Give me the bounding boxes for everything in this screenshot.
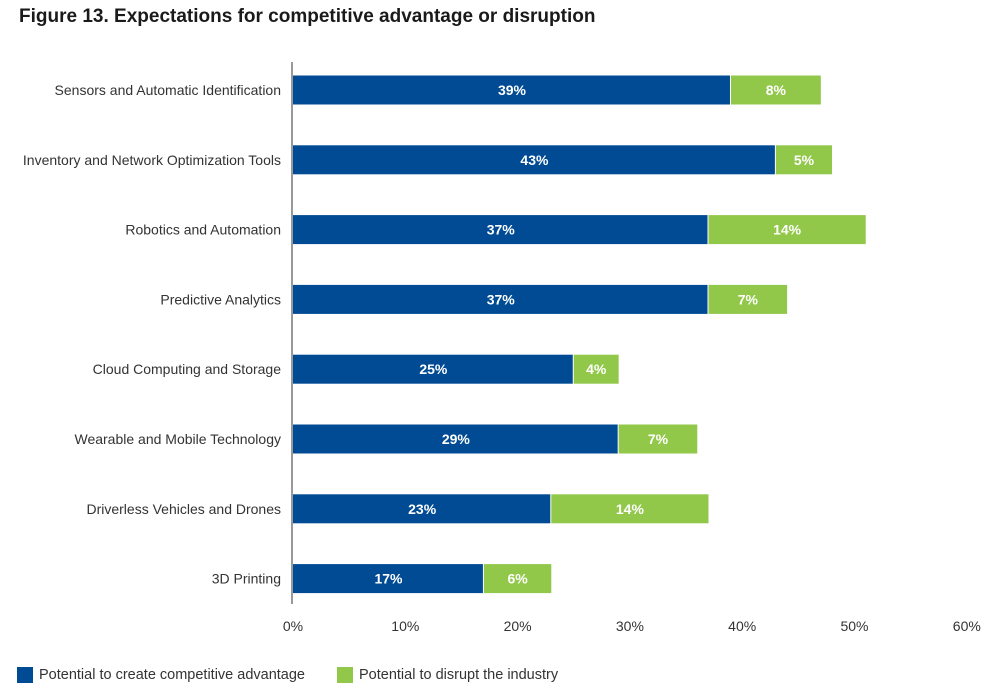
bar-disrupt-industry — [618, 424, 698, 454]
category-label: Robotics and Automation — [125, 222, 281, 238]
bar-value-label: 43% — [520, 152, 549, 168]
bar-value-label: 23% — [408, 501, 437, 517]
x-tick-label: 0% — [283, 618, 303, 634]
bar-competitive-advantage — [293, 284, 708, 314]
bar-value-label: 39% — [498, 82, 527, 98]
bar-disrupt-industry — [708, 284, 788, 314]
bar-value-label: 17% — [374, 571, 403, 587]
legend-item-advantage: Potential to create competitive advantag… — [17, 667, 305, 683]
bar-value-label: 7% — [648, 431, 669, 447]
legend-label-advantage: Potential to create competitive advantag… — [39, 667, 305, 683]
category-label: Sensors and Automatic Identification — [55, 82, 281, 98]
x-tick-label: 20% — [504, 618, 532, 634]
bar-value-label: 5% — [794, 152, 815, 168]
x-tick-label: 10% — [391, 618, 419, 634]
bar-value-label: 14% — [773, 222, 802, 238]
legend-swatch-advantage — [17, 667, 33, 683]
category-label: Inventory and Network Optimization Tools — [23, 152, 281, 168]
bar-value-label: 29% — [442, 431, 471, 447]
category-label: Cloud Computing and Storage — [93, 361, 282, 377]
bar-competitive-advantage — [293, 564, 483, 594]
category-label: 3D Printing — [212, 571, 281, 587]
bar-value-label: 8% — [766, 82, 787, 98]
bar-value-label: 4% — [586, 361, 607, 377]
bar-value-label: 25% — [419, 361, 448, 377]
bar-value-label: 14% — [616, 501, 645, 517]
category-label: Driverless Vehicles and Drones — [86, 501, 281, 517]
bar-competitive-advantage — [293, 215, 708, 245]
bar-disrupt-industry — [708, 215, 866, 245]
x-tick-label: 40% — [728, 618, 756, 634]
category-label: Predictive Analytics — [160, 291, 281, 307]
chart-title: Figure 13. Expectations for competitive … — [19, 6, 596, 27]
bar-disrupt-industry — [483, 564, 552, 594]
legend-label-disrupt: Potential to disrupt the industry — [359, 667, 559, 683]
bar-competitive-advantage — [293, 494, 551, 524]
x-tick-label: 60% — [953, 618, 981, 634]
bar-competitive-advantage — [293, 354, 573, 384]
legend-swatch-disrupt — [337, 667, 353, 683]
x-tick-label: 30% — [616, 618, 644, 634]
x-axis-ticks: 0% 10% 20% 30% 40% 50% 60% — [283, 618, 981, 634]
bar-disrupt-industry — [551, 494, 709, 524]
bar-competitive-advantage — [293, 424, 618, 454]
legend-item-disrupt: Potential to disrupt the industry — [337, 667, 558, 683]
bars-group: 39% 8% 43% 5% 37% 14% 37% 7% 25% 4% 29% 7% 23% 14% 17%… — [293, 75, 866, 594]
bar-disrupt-industry — [775, 145, 833, 175]
bar-value-label: 6% — [507, 571, 528, 587]
bar-disrupt-industry — [573, 354, 619, 384]
bar-disrupt-industry — [730, 75, 821, 105]
x-tick-label: 50% — [840, 618, 868, 634]
legend: Potential to create competitive advantag… — [17, 667, 590, 683]
category-label: Wearable and Mobile Technology — [74, 431, 281, 447]
bar-competitive-advantage — [293, 75, 730, 105]
bar-competitive-advantage — [293, 145, 775, 175]
bar-value-label: 37% — [487, 222, 516, 238]
bar-value-label: 37% — [487, 291, 516, 307]
category-labels: Sensors and Automatic Identification Inve… — [23, 82, 281, 587]
bar-value-label: 7% — [738, 291, 759, 307]
